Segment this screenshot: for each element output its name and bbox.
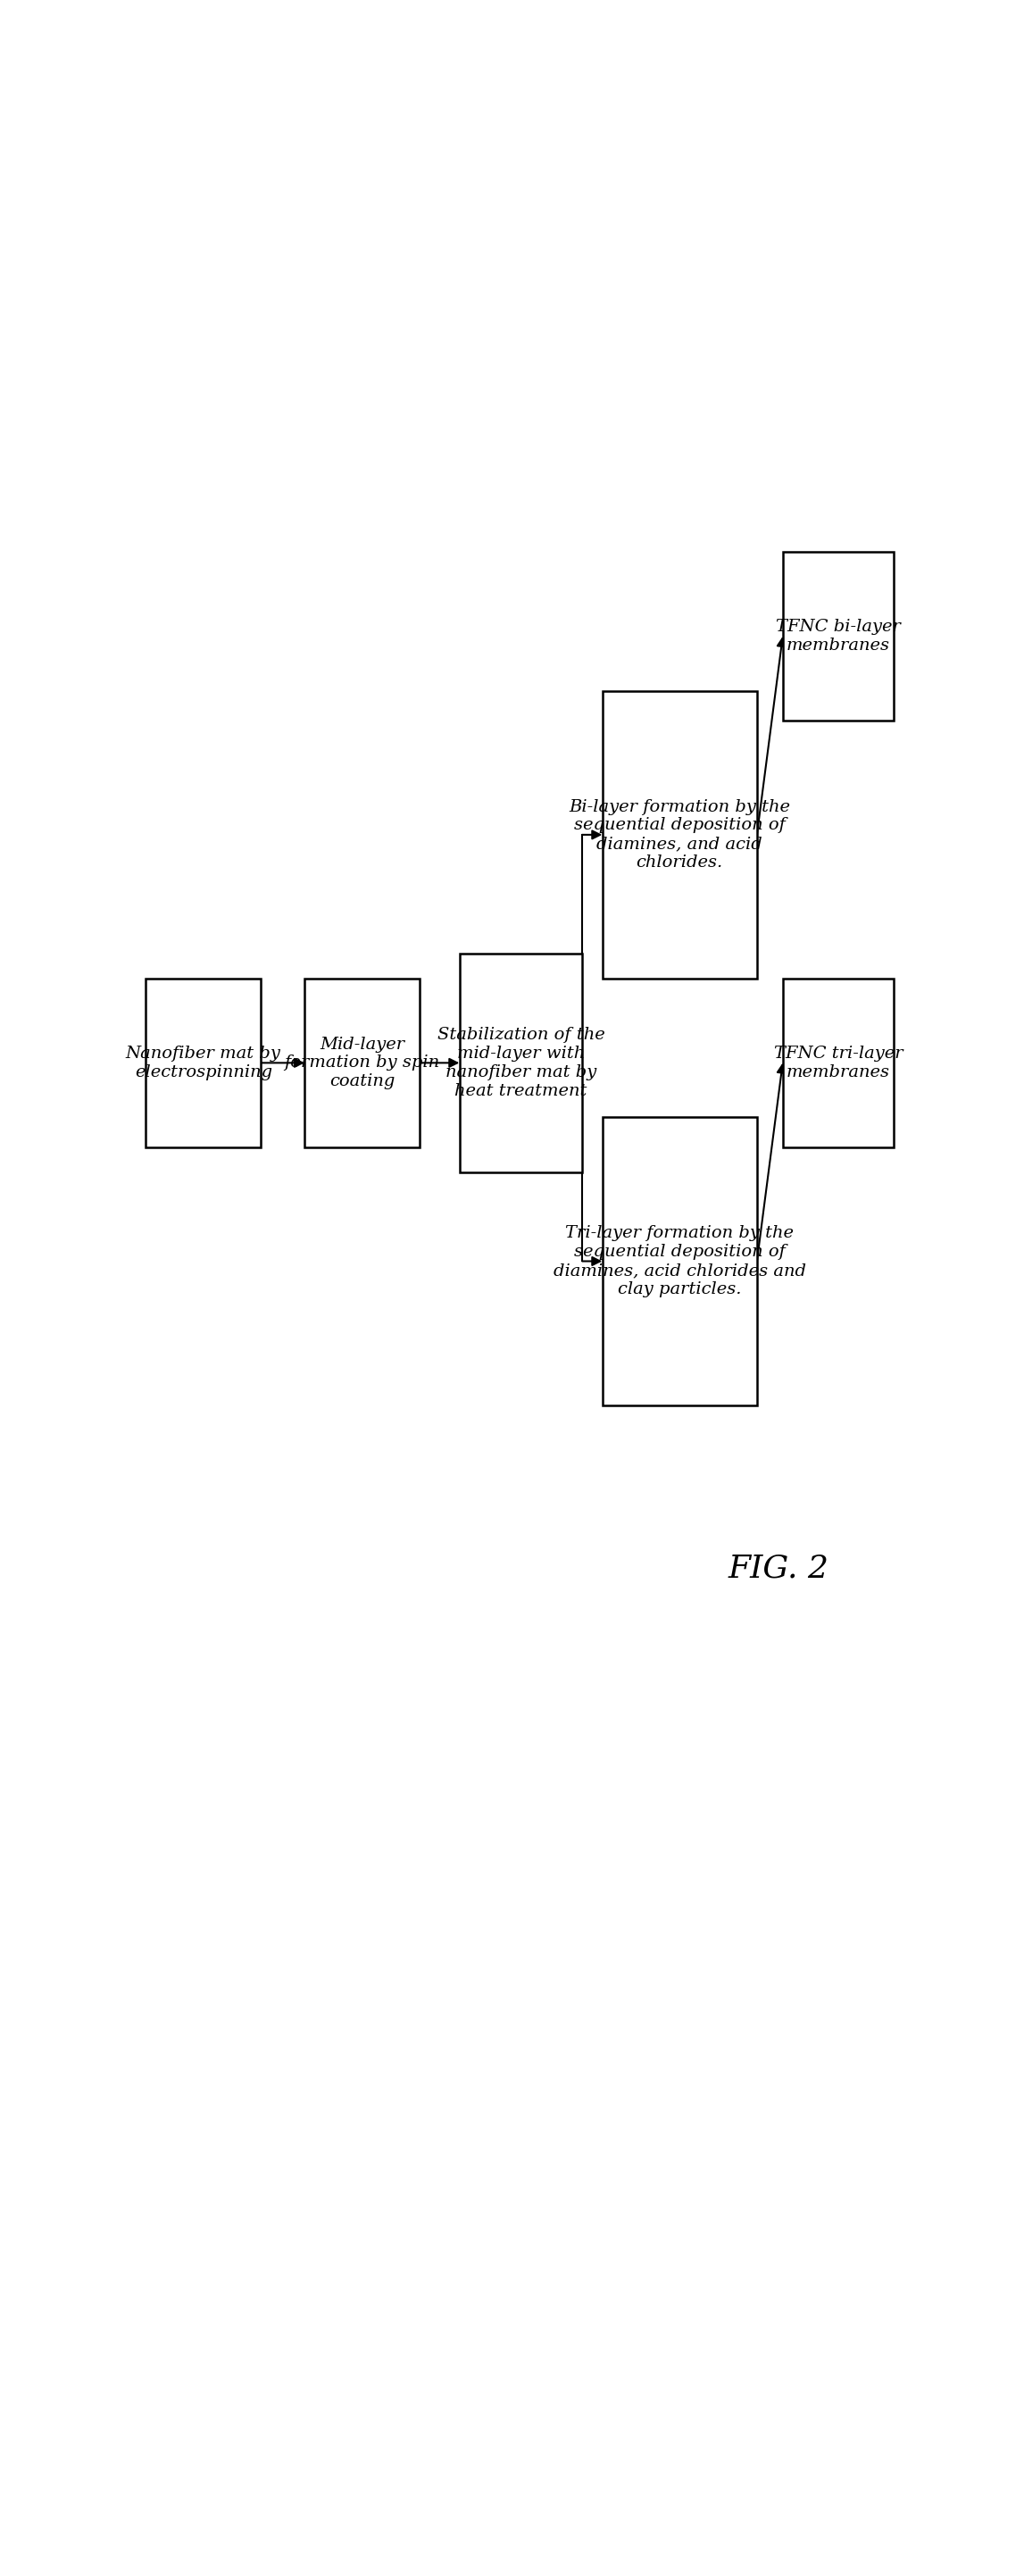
FancyBboxPatch shape <box>602 690 757 979</box>
FancyBboxPatch shape <box>782 551 894 721</box>
Text: Stabilization of the
mid-layer with
nanofiber mat by
heat treatment: Stabilization of the mid-layer with nano… <box>437 1028 604 1100</box>
FancyBboxPatch shape <box>304 979 420 1146</box>
Text: Mid-layer
formation by spin
coating: Mid-layer formation by spin coating <box>285 1036 440 1090</box>
FancyBboxPatch shape <box>145 979 261 1146</box>
Text: Tri-layer formation by the
sequential deposition of
diamines, acid chlorides and: Tri-layer formation by the sequential de… <box>553 1226 806 1298</box>
FancyBboxPatch shape <box>460 953 583 1172</box>
FancyBboxPatch shape <box>782 979 894 1146</box>
Text: TFNC bi-layer
membranes: TFNC bi-layer membranes <box>776 618 901 654</box>
FancyBboxPatch shape <box>602 1118 757 1404</box>
Text: FIG. 2: FIG. 2 <box>728 1553 829 1584</box>
Text: Bi-layer formation by the
sequential deposition of
diamines, and acid
chlorides.: Bi-layer formation by the sequential dep… <box>569 799 791 871</box>
Text: Nanofiber mat by
electrospinning: Nanofiber mat by electrospinning <box>126 1046 281 1079</box>
Text: TFNC tri-layer
membranes: TFNC tri-layer membranes <box>774 1046 903 1079</box>
